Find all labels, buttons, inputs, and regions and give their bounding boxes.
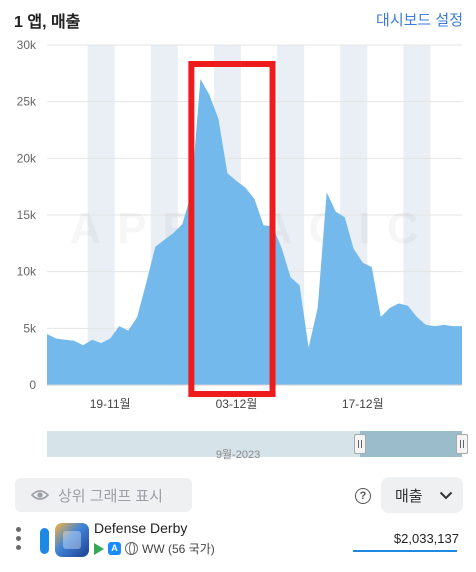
globe-icon <box>125 542 138 555</box>
date-range-slider[interactable] <box>47 431 462 457</box>
page-title: 1 앱, 매출 <box>14 14 81 31</box>
slider-handle-left[interactable] <box>354 434 366 454</box>
app-store-icon: A <box>108 542 121 555</box>
drag-handle-icon[interactable] <box>16 527 22 550</box>
y-tick-label: 15k <box>17 208 37 222</box>
y-tick-label: 5k <box>23 321 37 335</box>
dashboard-settings-link[interactable]: 대시보드 설정 <box>376 12 463 29</box>
app-meta: A WW (56 국가) <box>94 540 215 557</box>
metric-select[interactable]: 매출 <box>381 477 463 513</box>
app-name[interactable]: Defense Derby <box>94 520 188 536</box>
app-revenue: $2,033,137 <box>393 531 459 546</box>
revenue-area <box>47 79 462 385</box>
x-tick-label: 19-11월 <box>90 397 131 411</box>
help-icon[interactable]: ? <box>355 488 371 504</box>
slider-selected-range[interactable] <box>360 431 462 457</box>
y-tick-label: 25k <box>17 95 37 109</box>
y-tick-label: 10k <box>17 265 37 279</box>
show-top-graph-button[interactable]: 상위 그래프 표시 <box>15 478 192 512</box>
slider-month-label: 9월-2023 <box>215 449 261 461</box>
x-tick-label: 03-12월 <box>216 397 258 411</box>
show-top-graph-label: 상위 그래프 표시 <box>58 487 163 505</box>
x-tick-label: 17-12월 <box>342 397 384 411</box>
y-tick-label: 30k <box>17 38 37 52</box>
slider-handle-right[interactable] <box>456 434 468 454</box>
google-play-icon <box>94 542 104 555</box>
metric-select-value: 매출 <box>395 487 423 505</box>
y-tick-label: 0 <box>29 378 36 392</box>
chevron-down-icon <box>439 491 453 499</box>
app-icon <box>55 523 89 557</box>
series-color-toggle[interactable] <box>40 528 49 554</box>
highlight-box <box>188 61 276 397</box>
app-region: WW (56 국가) <box>142 542 215 556</box>
y-tick-label: 20k <box>17 151 37 165</box>
revenue-area-chart: APPMAGIC 05k10k15k20k25k30k19-11월03-12월1… <box>17 38 462 411</box>
eye-icon <box>31 490 49 500</box>
revenue-share-bar <box>353 550 457 552</box>
